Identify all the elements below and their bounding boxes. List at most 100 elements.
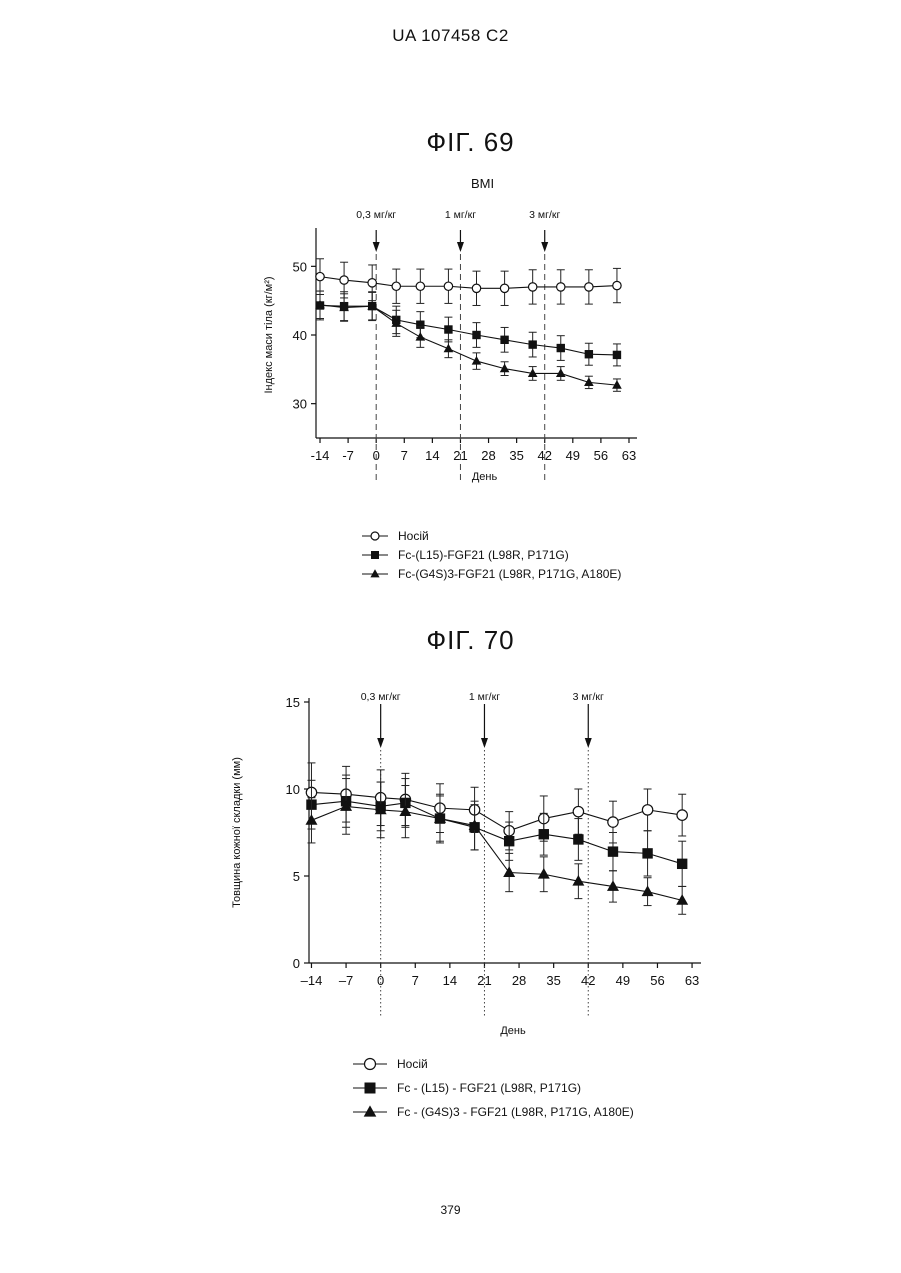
open-circle-icon — [365, 1059, 376, 1070]
series-line — [311, 792, 682, 830]
chart-title: BMI — [471, 176, 494, 191]
dose-label: 0,3 мг/кг — [356, 209, 396, 221]
dose-label: 1 мг/кг — [469, 691, 500, 703]
x-tick-label: 28 — [481, 448, 495, 463]
x-tick-label: 49 — [616, 973, 630, 988]
filled-square-icon — [365, 1083, 376, 1094]
data-point-square — [573, 834, 583, 844]
y-tick-label: 5 — [293, 869, 300, 884]
data-point-circle — [608, 817, 618, 827]
data-point-circle — [500, 284, 508, 292]
legend-item: Носій — [362, 529, 429, 543]
data-point-square — [642, 848, 652, 858]
x-tick-label: –14 — [301, 973, 323, 988]
patent-header: UA 107458 C2 — [0, 26, 901, 46]
x-tick-label: 56 — [594, 448, 608, 463]
x-tick-label: –7 — [339, 973, 353, 988]
legend-label: Носій — [398, 529, 429, 543]
data-point-triangle — [472, 356, 482, 365]
data-point-triangle — [305, 814, 317, 825]
data-point-square — [677, 859, 687, 869]
legend-label: Fc-(L15)-FGF21 (L98R, P171G) — [398, 548, 569, 562]
skinfold-chart: –14–7071421283542495663051015ДеньТовщина… — [0, 660, 901, 1140]
data-point-circle — [557, 283, 565, 291]
data-point-triangle — [415, 332, 425, 341]
dose-label: 3 мг/кг — [529, 209, 560, 221]
y-tick-label: 40 — [293, 328, 307, 343]
dose-label: 3 мг/кг — [573, 691, 604, 703]
y-tick-label: 10 — [286, 782, 300, 797]
data-point-circle — [316, 272, 324, 280]
y-tick-label: 30 — [293, 397, 307, 412]
data-point-square — [472, 331, 480, 339]
legend-label: Fc - (L15) - FGF21 (L98R, P171G) — [397, 1081, 581, 1095]
legend-item: Fc-(L15)-FGF21 (L98R, P171G) — [362, 548, 569, 562]
data-point-square — [500, 336, 508, 344]
figure-70-label: ФІГ. 70 — [20, 625, 901, 656]
arrow-head — [373, 242, 380, 252]
x-tick-label: 7 — [401, 448, 408, 463]
filled-triangle-icon — [370, 569, 379, 577]
y-axis-label: Товщина кожної складки (мм) — [231, 757, 243, 908]
legend-label: Носій — [397, 1057, 428, 1071]
legend-item: Fc-(G4S)3-FGF21 (L98R, P171G, A180E) — [362, 567, 621, 581]
data-point-square — [444, 325, 452, 333]
x-axis-label: День — [472, 471, 498, 483]
y-tick-label: 0 — [293, 956, 300, 971]
legend-label: Fc-(G4S)3-FGF21 (L98R, P171G, A180E) — [398, 567, 621, 581]
data-point-triangle — [444, 344, 454, 353]
data-point-square — [557, 344, 565, 352]
arrow-head — [481, 738, 488, 748]
series-line — [311, 806, 682, 900]
series-filled-triangle — [305, 779, 688, 915]
arrow-head — [457, 242, 464, 252]
series-open-circle — [316, 259, 621, 306]
series-filled-square — [316, 291, 621, 366]
filled-triangle-icon — [364, 1105, 377, 1116]
series-line — [320, 277, 617, 289]
x-tick-label: 56 — [650, 973, 664, 988]
data-point-square — [539, 829, 549, 839]
arrow-head — [585, 738, 592, 748]
data-point-circle — [392, 282, 400, 290]
data-point-square — [613, 351, 621, 359]
legend-item: Fc - (G4S)3 - FGF21 (L98R, P171G, A180E) — [353, 1105, 634, 1119]
x-tick-label: -7 — [342, 448, 354, 463]
x-tick-label: 7 — [412, 973, 419, 988]
x-axis-label: День — [500, 1025, 526, 1037]
x-tick-label: 35 — [546, 973, 560, 988]
data-point-circle — [528, 283, 536, 291]
series-line — [320, 305, 617, 354]
data-point-circle — [444, 282, 452, 290]
legend-label: Fc - (G4S)3 - FGF21 (L98R, P171G, A180E) — [397, 1105, 634, 1119]
data-point-circle — [368, 279, 376, 287]
data-point-triangle — [538, 868, 550, 879]
page-number: 379 — [0, 1203, 901, 1217]
data-point-square — [585, 350, 593, 358]
legend-item: Fc - (L15) - FGF21 (L98R, P171G) — [353, 1081, 581, 1095]
data-point-circle — [340, 276, 348, 284]
x-tick-label: 14 — [443, 973, 457, 988]
data-point-square — [504, 836, 514, 846]
open-circle-icon — [371, 532, 379, 540]
series-filled-square — [306, 775, 687, 886]
data-point-square — [608, 846, 618, 856]
arrow-head — [541, 242, 548, 252]
data-point-circle — [613, 281, 621, 289]
x-tick-label: 35 — [509, 448, 523, 463]
arrow-head — [377, 738, 384, 748]
y-tick-label: 15 — [286, 695, 300, 710]
series-open-circle — [306, 763, 687, 850]
figure-69-label: ФІГ. 69 — [20, 127, 901, 158]
series-line — [320, 305, 617, 385]
dose-label: 0,3 мг/кг — [361, 691, 401, 703]
data-point-circle — [573, 806, 583, 816]
legend-item: Носій — [353, 1057, 428, 1071]
y-tick-label: 50 — [293, 259, 307, 274]
bmi-chart: BMI-14-7071421283542495663304050ДеньІнде… — [0, 160, 901, 610]
x-tick-label: 14 — [425, 448, 439, 463]
x-tick-label: 63 — [622, 448, 636, 463]
data-point-circle — [472, 284, 480, 292]
data-point-square — [528, 340, 536, 348]
data-point-circle — [677, 810, 687, 820]
